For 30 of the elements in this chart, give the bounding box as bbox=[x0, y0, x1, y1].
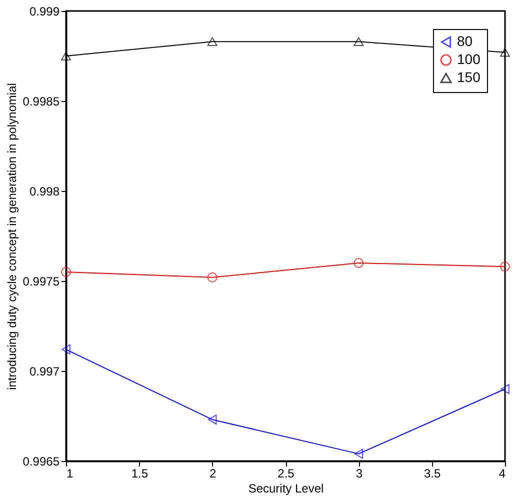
point bbox=[208, 414, 217, 425]
legend-label: 80 bbox=[457, 33, 473, 49]
legend-label: 100 bbox=[457, 51, 481, 67]
x-tick-label: 2.5 bbox=[278, 466, 295, 480]
y-axis-title: introducing duty cycle concept in generation in polynomial bbox=[4, 83, 19, 390]
point bbox=[354, 258, 364, 268]
point bbox=[207, 37, 218, 46]
x-tick-label: 1.5 bbox=[131, 466, 148, 480]
point bbox=[500, 48, 510, 57]
point bbox=[354, 37, 364, 46]
y-tick-label: 0.998 bbox=[29, 184, 60, 198]
y-tick-label: 0.997 bbox=[29, 364, 60, 378]
x-tick-label: 3.5 bbox=[424, 466, 441, 480]
y-tick-label: 0.9975 bbox=[22, 274, 60, 288]
x-tick-label: 1 bbox=[66, 466, 74, 480]
x-tick-label: 3 bbox=[356, 466, 363, 480]
point bbox=[207, 272, 218, 282]
point bbox=[62, 344, 70, 354]
point bbox=[61, 267, 71, 277]
y-tick-label: 0.9985 bbox=[22, 94, 60, 108]
x-axis-title: Security Level bbox=[248, 482, 324, 496]
point bbox=[500, 262, 510, 272]
x-tick-label: 4 bbox=[498, 466, 506, 480]
point bbox=[500, 384, 510, 394]
point bbox=[354, 448, 364, 459]
legend-label: 150 bbox=[457, 69, 481, 85]
y-tick-label: 0.999 bbox=[29, 4, 60, 18]
y-tick-label: 0.9965 bbox=[22, 454, 60, 468]
x-tick-label: 2 bbox=[209, 466, 216, 480]
point bbox=[61, 52, 71, 60]
